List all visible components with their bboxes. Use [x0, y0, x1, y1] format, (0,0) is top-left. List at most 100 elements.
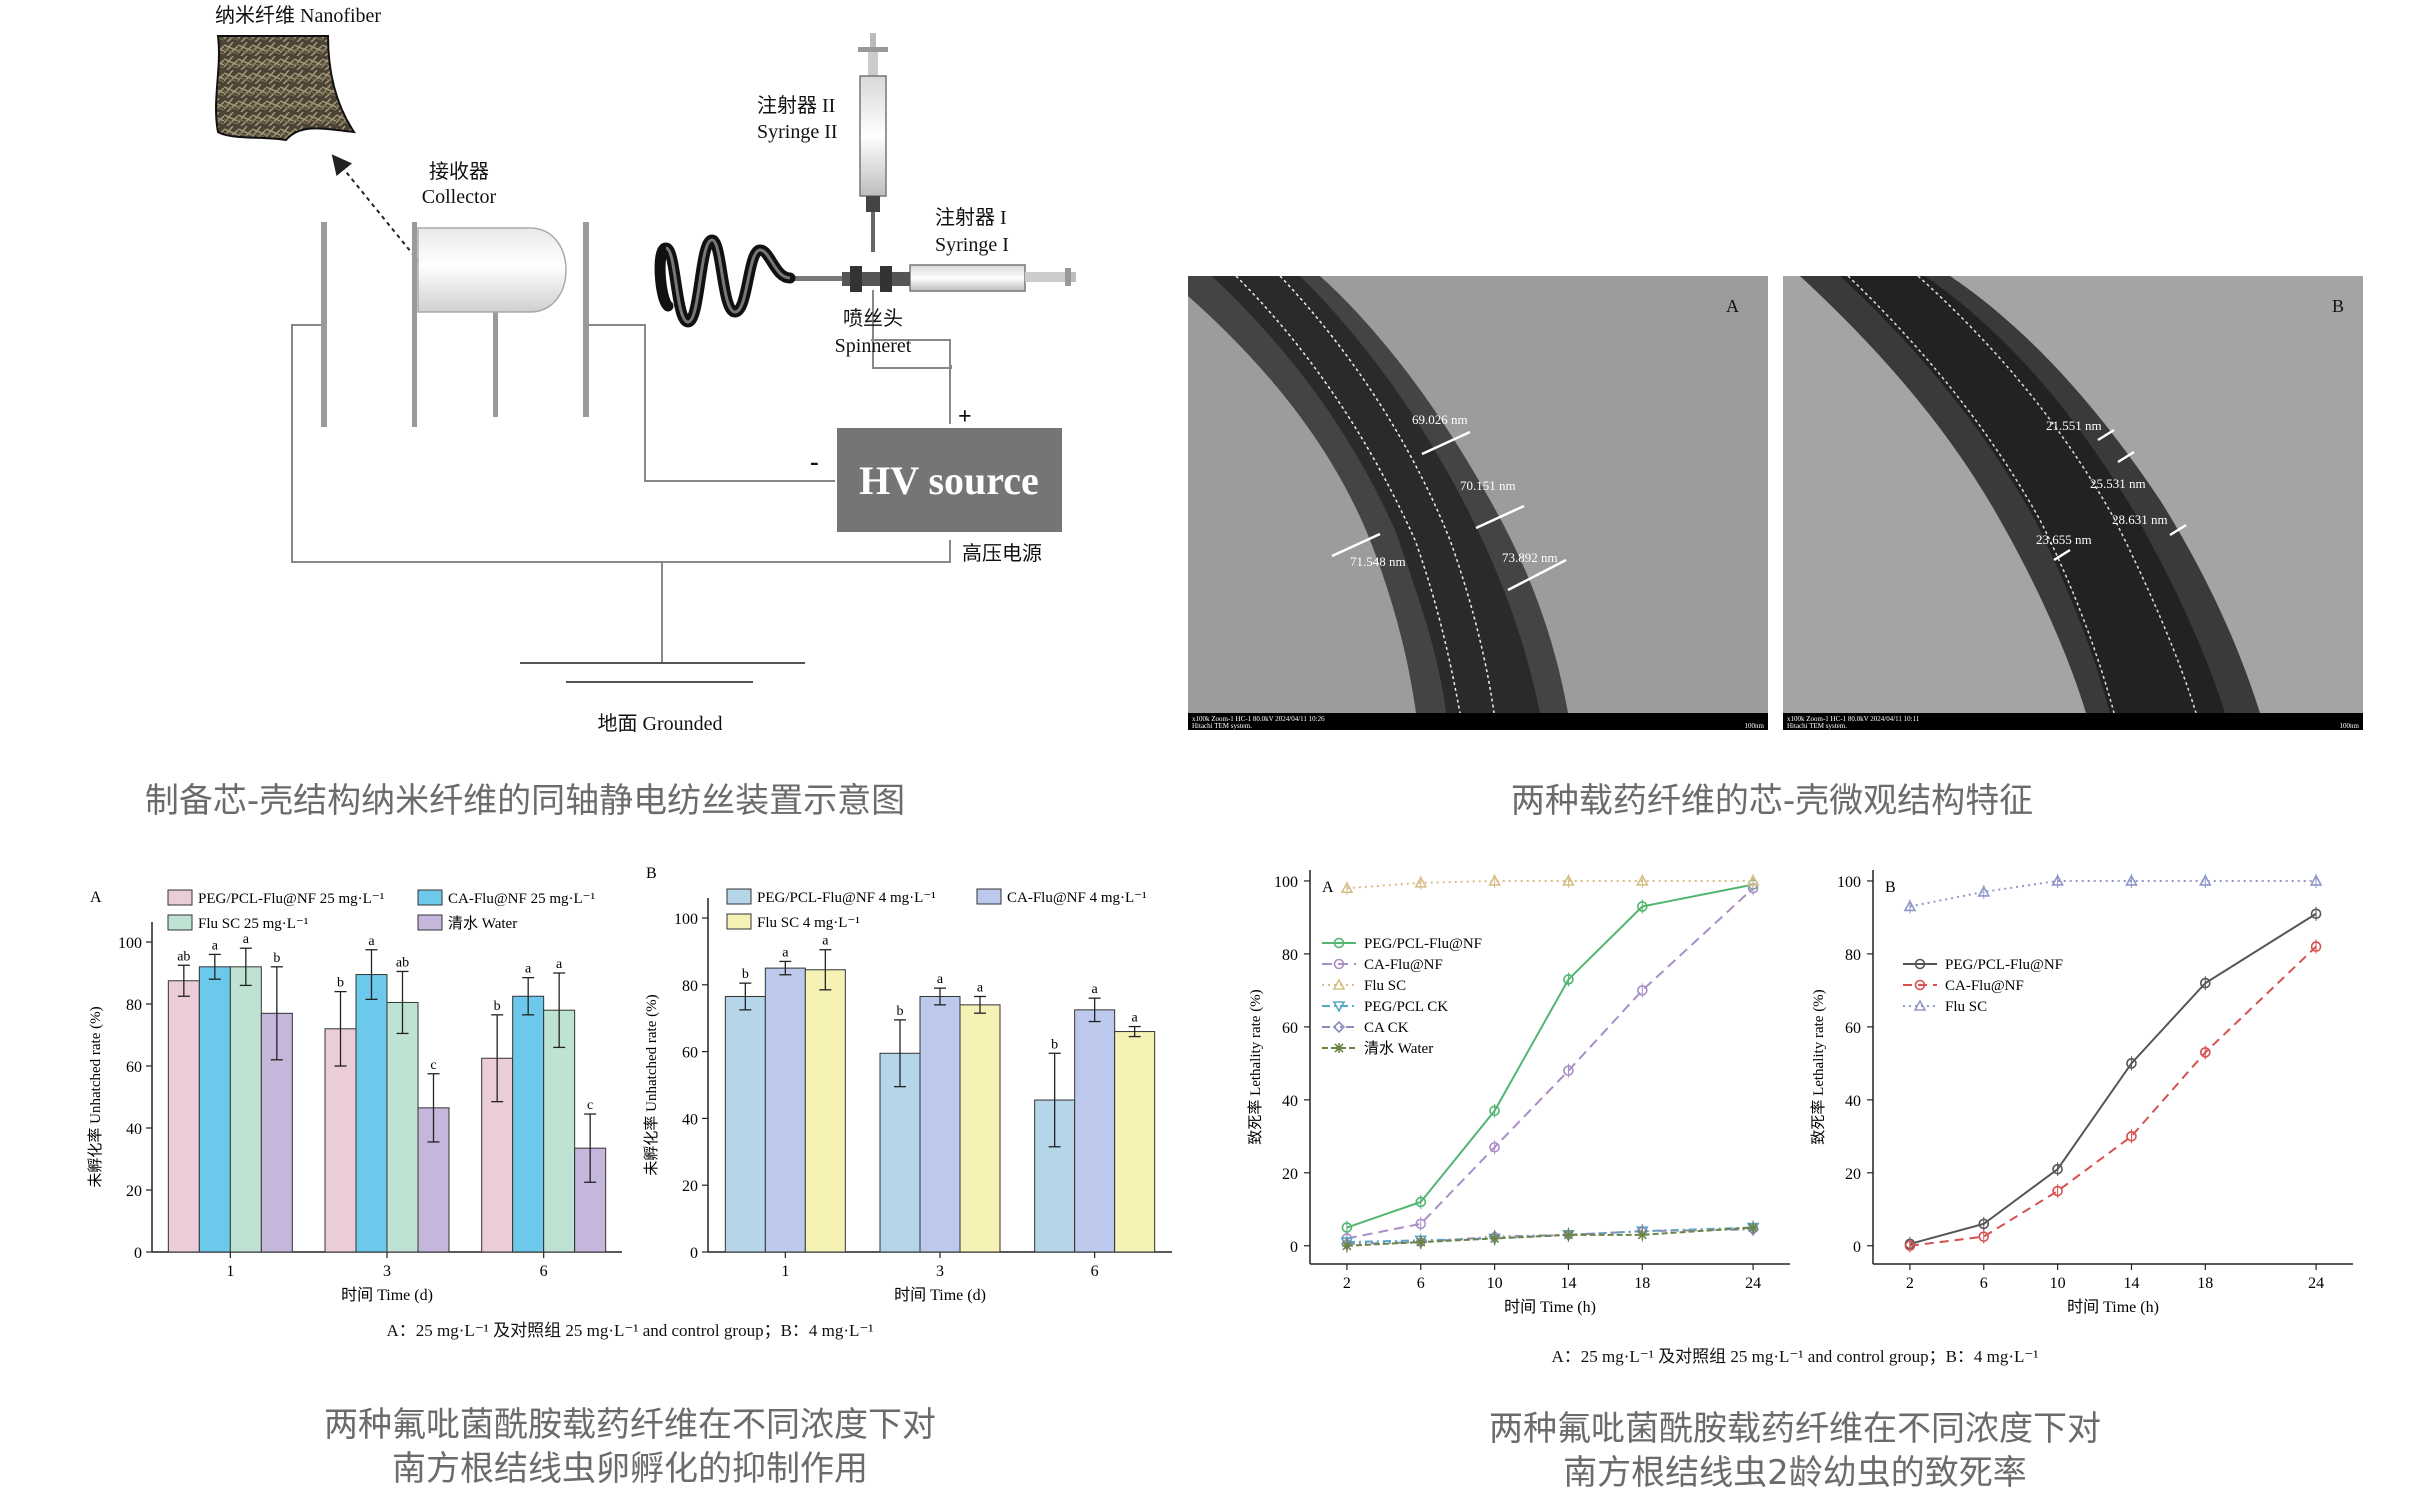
legend-entry: Flu SC: [1364, 978, 1406, 994]
tem-a-m3: 71.548 nm: [1350, 554, 1406, 569]
y-axis-label: 未孵化率 Unhatched rate (%): [87, 1006, 104, 1187]
bar: [724, 995, 766, 1253]
x-tick-label: 24: [2308, 1275, 2324, 1292]
syringe2-label-cn: 注射器 II: [757, 94, 835, 117]
significance-letter: a: [1132, 1011, 1139, 1026]
significance-letter: a: [937, 972, 944, 987]
hatch-caption-line2: 南方根结线虫卵孵化的抑制作用: [392, 1449, 868, 1489]
y-tick-label: 100: [1274, 874, 1298, 891]
data-point: [1977, 885, 1991, 897]
significance-letter: b: [742, 967, 749, 982]
legend-swatch: [726, 888, 752, 905]
significance-letter: a: [822, 934, 829, 949]
spinneret-label-en: Spinneret: [835, 335, 912, 357]
y-tick-label: 60: [126, 1059, 142, 1076]
collector-support-1: [412, 222, 417, 427]
data-point: [1913, 999, 1927, 1011]
panel-label: A: [90, 889, 102, 906]
bar: [919, 995, 961, 1253]
hv-plus-sign: +: [958, 404, 972, 430]
bar: [167, 980, 200, 1253]
data-point: [1340, 881, 1354, 894]
legend-entry: CA CK: [1364, 1020, 1409, 1036]
x-tick-label: 10: [1487, 1275, 1503, 1292]
data-point: [1635, 874, 1649, 886]
data-point: [1978, 1218, 1990, 1230]
tem-a-footer-left2: Hitachi TEM system.: [1192, 722, 1252, 730]
legend-entry: CA-Flu@NF 25 mg·L⁻¹: [448, 891, 595, 907]
bar: [198, 966, 231, 1253]
data-point: [2125, 874, 2138, 886]
data-point: [2126, 1058, 2137, 1069]
tem-images: A 69.026 nm 70.151 nm 71.548 nm 73.892 n…: [1188, 275, 2363, 730]
series-line: [1346, 879, 1754, 890]
data-point: [1562, 874, 1575, 886]
y-tick-label: 0: [1290, 1239, 1298, 1256]
series-line: [1909, 879, 2317, 908]
data-point: [1914, 958, 1926, 970]
data-point: [1489, 1233, 1500, 1244]
tem-b-footer-left2: Hitachi TEM system.: [1787, 722, 1847, 730]
hv-source-label: HV source: [859, 458, 1039, 503]
tem-a-footer-right: 100nm: [1745, 722, 1765, 730]
legend-swatch: [976, 888, 1002, 905]
lethal-chart-b: B 0 20 40 60 80 100 2 6 10 14 18 24 时间 Time (h) 致死率 Le…: [1810, 870, 2353, 1316]
data-point: [1333, 958, 1345, 970]
nanofiber-image: [215, 35, 357, 142]
x-axis-label: 时间 Time (h): [2067, 1298, 2159, 1316]
bar: [804, 969, 846, 1253]
data-point: [1637, 1229, 1648, 1240]
x-tick-label: 6: [1417, 1275, 1425, 1292]
data-point: [2310, 941, 2322, 952]
y-tick-label: 0: [134, 1245, 142, 1262]
spinneret-wire: [872, 290, 951, 424]
data-point: [1904, 1240, 1916, 1252]
collector-label-en: Collector: [422, 186, 497, 208]
y-axis-label: 致死率 Lethality rate (%): [1247, 989, 1264, 1144]
data-point: [1414, 876, 1428, 888]
y-tick-label: 20: [1845, 1166, 1861, 1183]
significance-letter: a: [556, 957, 563, 972]
tem-b-footer-right: 100nm: [2340, 722, 2360, 730]
y-tick-label: 80: [1845, 947, 1861, 964]
data-point: [1489, 1105, 1500, 1117]
legend-swatch: [167, 914, 193, 931]
data-point: [2051, 874, 2064, 886]
bar: [512, 995, 545, 1253]
legend-swatch: [167, 889, 193, 906]
x-tick-label: 6: [1091, 1263, 1099, 1280]
data-point: [2052, 1163, 2063, 1175]
data-point: [1903, 899, 1917, 912]
collector-support-2: [493, 300, 498, 417]
data-point: [1334, 1043, 1344, 1053]
series-line: [1909, 912, 2317, 1245]
legend-entry: PEG/PCL-Flu@NF 25 mg·L⁻¹: [198, 891, 384, 907]
x-tick-label: 2: [1343, 1275, 1351, 1292]
panel-label: A: [1322, 879, 1334, 896]
x-tick-label: 14: [2123, 1275, 2139, 1292]
syringe1-label-cn: 注射器 I: [935, 206, 1007, 229]
ground-label: 地面 Grounded: [598, 712, 723, 735]
x-tick-label: 1: [781, 1263, 789, 1280]
lethal-chart-a: A 0 20 40 60 80 100 2 6 10 14 18 24 时间 Time (h) 致死率 Le…: [1247, 870, 1790, 1316]
significance-letter: a: [977, 980, 984, 995]
syringe-ii: [858, 33, 888, 252]
tem-a-m1: 69.026 nm: [1412, 412, 1468, 427]
data-point: [2126, 1131, 2137, 1142]
collector-plate-right: [583, 222, 589, 417]
legend-entry: 清水 Water: [448, 915, 517, 932]
legend-swatch: [726, 913, 752, 930]
legend-entry: PEG/PCL-Flu@NF: [1364, 936, 1482, 952]
y-tick-label: 80: [682, 978, 698, 995]
significance-letter: c: [587, 1098, 593, 1113]
y-tick-label: 80: [126, 997, 142, 1014]
y-tick-label: 40: [1845, 1093, 1861, 1110]
series-line: [1346, 1226, 1754, 1247]
x-tick-label: 18: [2197, 1275, 2213, 1292]
data-point: [1978, 1231, 1990, 1242]
tem-caption: 两种载药纤维的芯-壳微观结构特征: [1511, 781, 2033, 821]
x-axis-label: 时间 Time (h): [1504, 1298, 1596, 1316]
data-point: [1332, 1020, 1346, 1034]
significance-letter: ab: [177, 949, 190, 964]
